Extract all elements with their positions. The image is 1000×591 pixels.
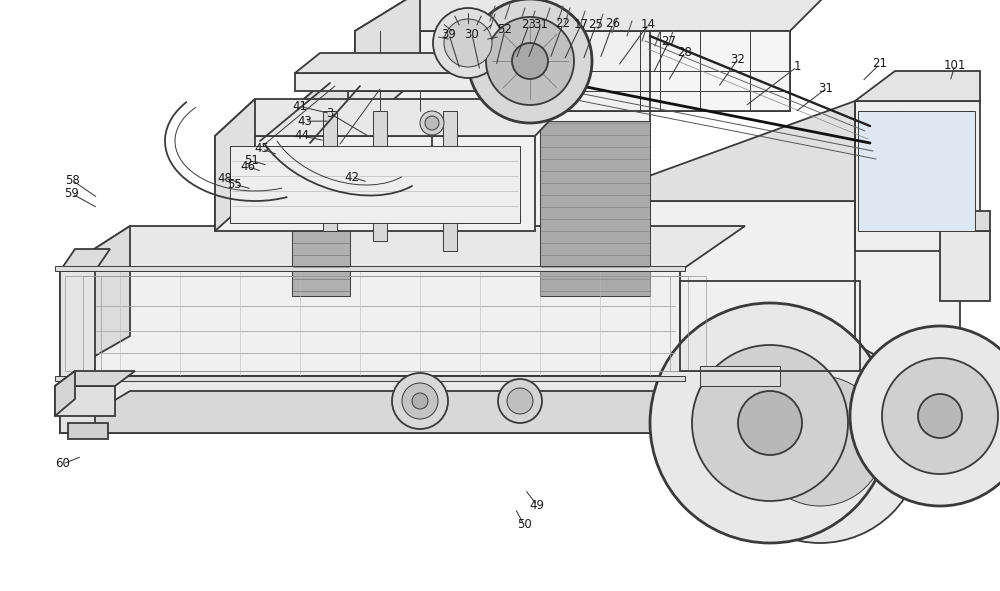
Circle shape (486, 17, 574, 105)
Polygon shape (290, 61, 348, 201)
Text: 46: 46 (240, 160, 256, 173)
Text: 49: 49 (530, 499, 544, 512)
Text: 50: 50 (517, 518, 531, 531)
Circle shape (392, 373, 448, 429)
Text: 39: 39 (442, 28, 456, 41)
Polygon shape (290, 31, 790, 111)
Circle shape (650, 303, 890, 543)
Polygon shape (60, 391, 745, 433)
Circle shape (433, 8, 503, 78)
Circle shape (468, 0, 592, 123)
Polygon shape (540, 121, 650, 296)
Text: 3: 3 (326, 107, 334, 120)
Polygon shape (940, 231, 990, 301)
Polygon shape (580, 101, 980, 201)
Polygon shape (700, 366, 780, 386)
Polygon shape (295, 73, 505, 91)
Polygon shape (55, 386, 115, 416)
Circle shape (850, 326, 1000, 506)
Circle shape (795, 416, 845, 466)
Circle shape (444, 19, 492, 67)
Circle shape (507, 388, 533, 414)
Polygon shape (60, 226, 130, 376)
Circle shape (498, 379, 542, 423)
Polygon shape (55, 376, 685, 381)
Text: 21: 21 (872, 57, 888, 70)
Text: 59: 59 (65, 187, 79, 200)
Polygon shape (60, 249, 110, 271)
Text: 44: 44 (294, 129, 310, 142)
Text: 32: 32 (731, 53, 745, 66)
Circle shape (412, 393, 428, 409)
Text: 23: 23 (522, 18, 536, 31)
Text: 30: 30 (465, 28, 479, 41)
Polygon shape (292, 119, 350, 296)
Circle shape (402, 383, 438, 419)
Polygon shape (855, 71, 980, 101)
Circle shape (425, 116, 439, 130)
Circle shape (918, 394, 962, 438)
Text: 1: 1 (793, 60, 801, 73)
Polygon shape (55, 371, 135, 386)
Polygon shape (215, 99, 255, 231)
Circle shape (420, 111, 444, 135)
Circle shape (738, 391, 802, 455)
Polygon shape (323, 111, 337, 231)
Polygon shape (230, 146, 520, 223)
Polygon shape (68, 423, 108, 439)
Text: 31: 31 (819, 82, 833, 95)
Text: 48: 48 (218, 172, 232, 185)
Polygon shape (858, 111, 975, 231)
Circle shape (692, 345, 848, 501)
Circle shape (755, 376, 885, 506)
Polygon shape (55, 371, 75, 416)
Polygon shape (290, 61, 438, 111)
Text: 43: 43 (298, 115, 312, 128)
Circle shape (512, 43, 548, 79)
Text: 27: 27 (662, 35, 676, 48)
Polygon shape (650, 31, 790, 111)
Text: 42: 42 (344, 171, 360, 184)
Polygon shape (355, 0, 420, 111)
Polygon shape (443, 111, 457, 251)
Text: 60: 60 (56, 457, 70, 470)
Polygon shape (290, 111, 380, 201)
Polygon shape (60, 271, 680, 376)
Text: 17: 17 (574, 18, 588, 31)
Text: 55: 55 (228, 178, 242, 191)
Polygon shape (215, 136, 535, 231)
Text: 25: 25 (589, 18, 603, 31)
Text: 41: 41 (292, 100, 308, 113)
Polygon shape (55, 266, 685, 271)
Text: 14: 14 (640, 18, 656, 31)
Text: 31: 31 (534, 18, 548, 31)
Polygon shape (290, 31, 430, 301)
Text: 51: 51 (245, 154, 259, 167)
Text: 45: 45 (255, 142, 269, 155)
Polygon shape (355, 0, 830, 31)
Polygon shape (60, 376, 680, 406)
Circle shape (718, 339, 922, 543)
Polygon shape (940, 211, 990, 231)
Polygon shape (855, 101, 980, 251)
Text: 28: 28 (678, 46, 692, 59)
Text: 52: 52 (498, 23, 512, 36)
Text: 22: 22 (556, 17, 570, 30)
Text: 58: 58 (65, 174, 79, 187)
Polygon shape (295, 53, 530, 73)
Polygon shape (580, 201, 960, 416)
Circle shape (882, 358, 998, 474)
Polygon shape (60, 226, 745, 271)
Polygon shape (373, 111, 387, 241)
Polygon shape (60, 406, 680, 433)
Polygon shape (60, 271, 95, 433)
Polygon shape (355, 31, 790, 111)
Polygon shape (290, 111, 650, 301)
Text: 26: 26 (606, 17, 620, 30)
Text: 101: 101 (944, 59, 966, 72)
Polygon shape (215, 99, 570, 136)
